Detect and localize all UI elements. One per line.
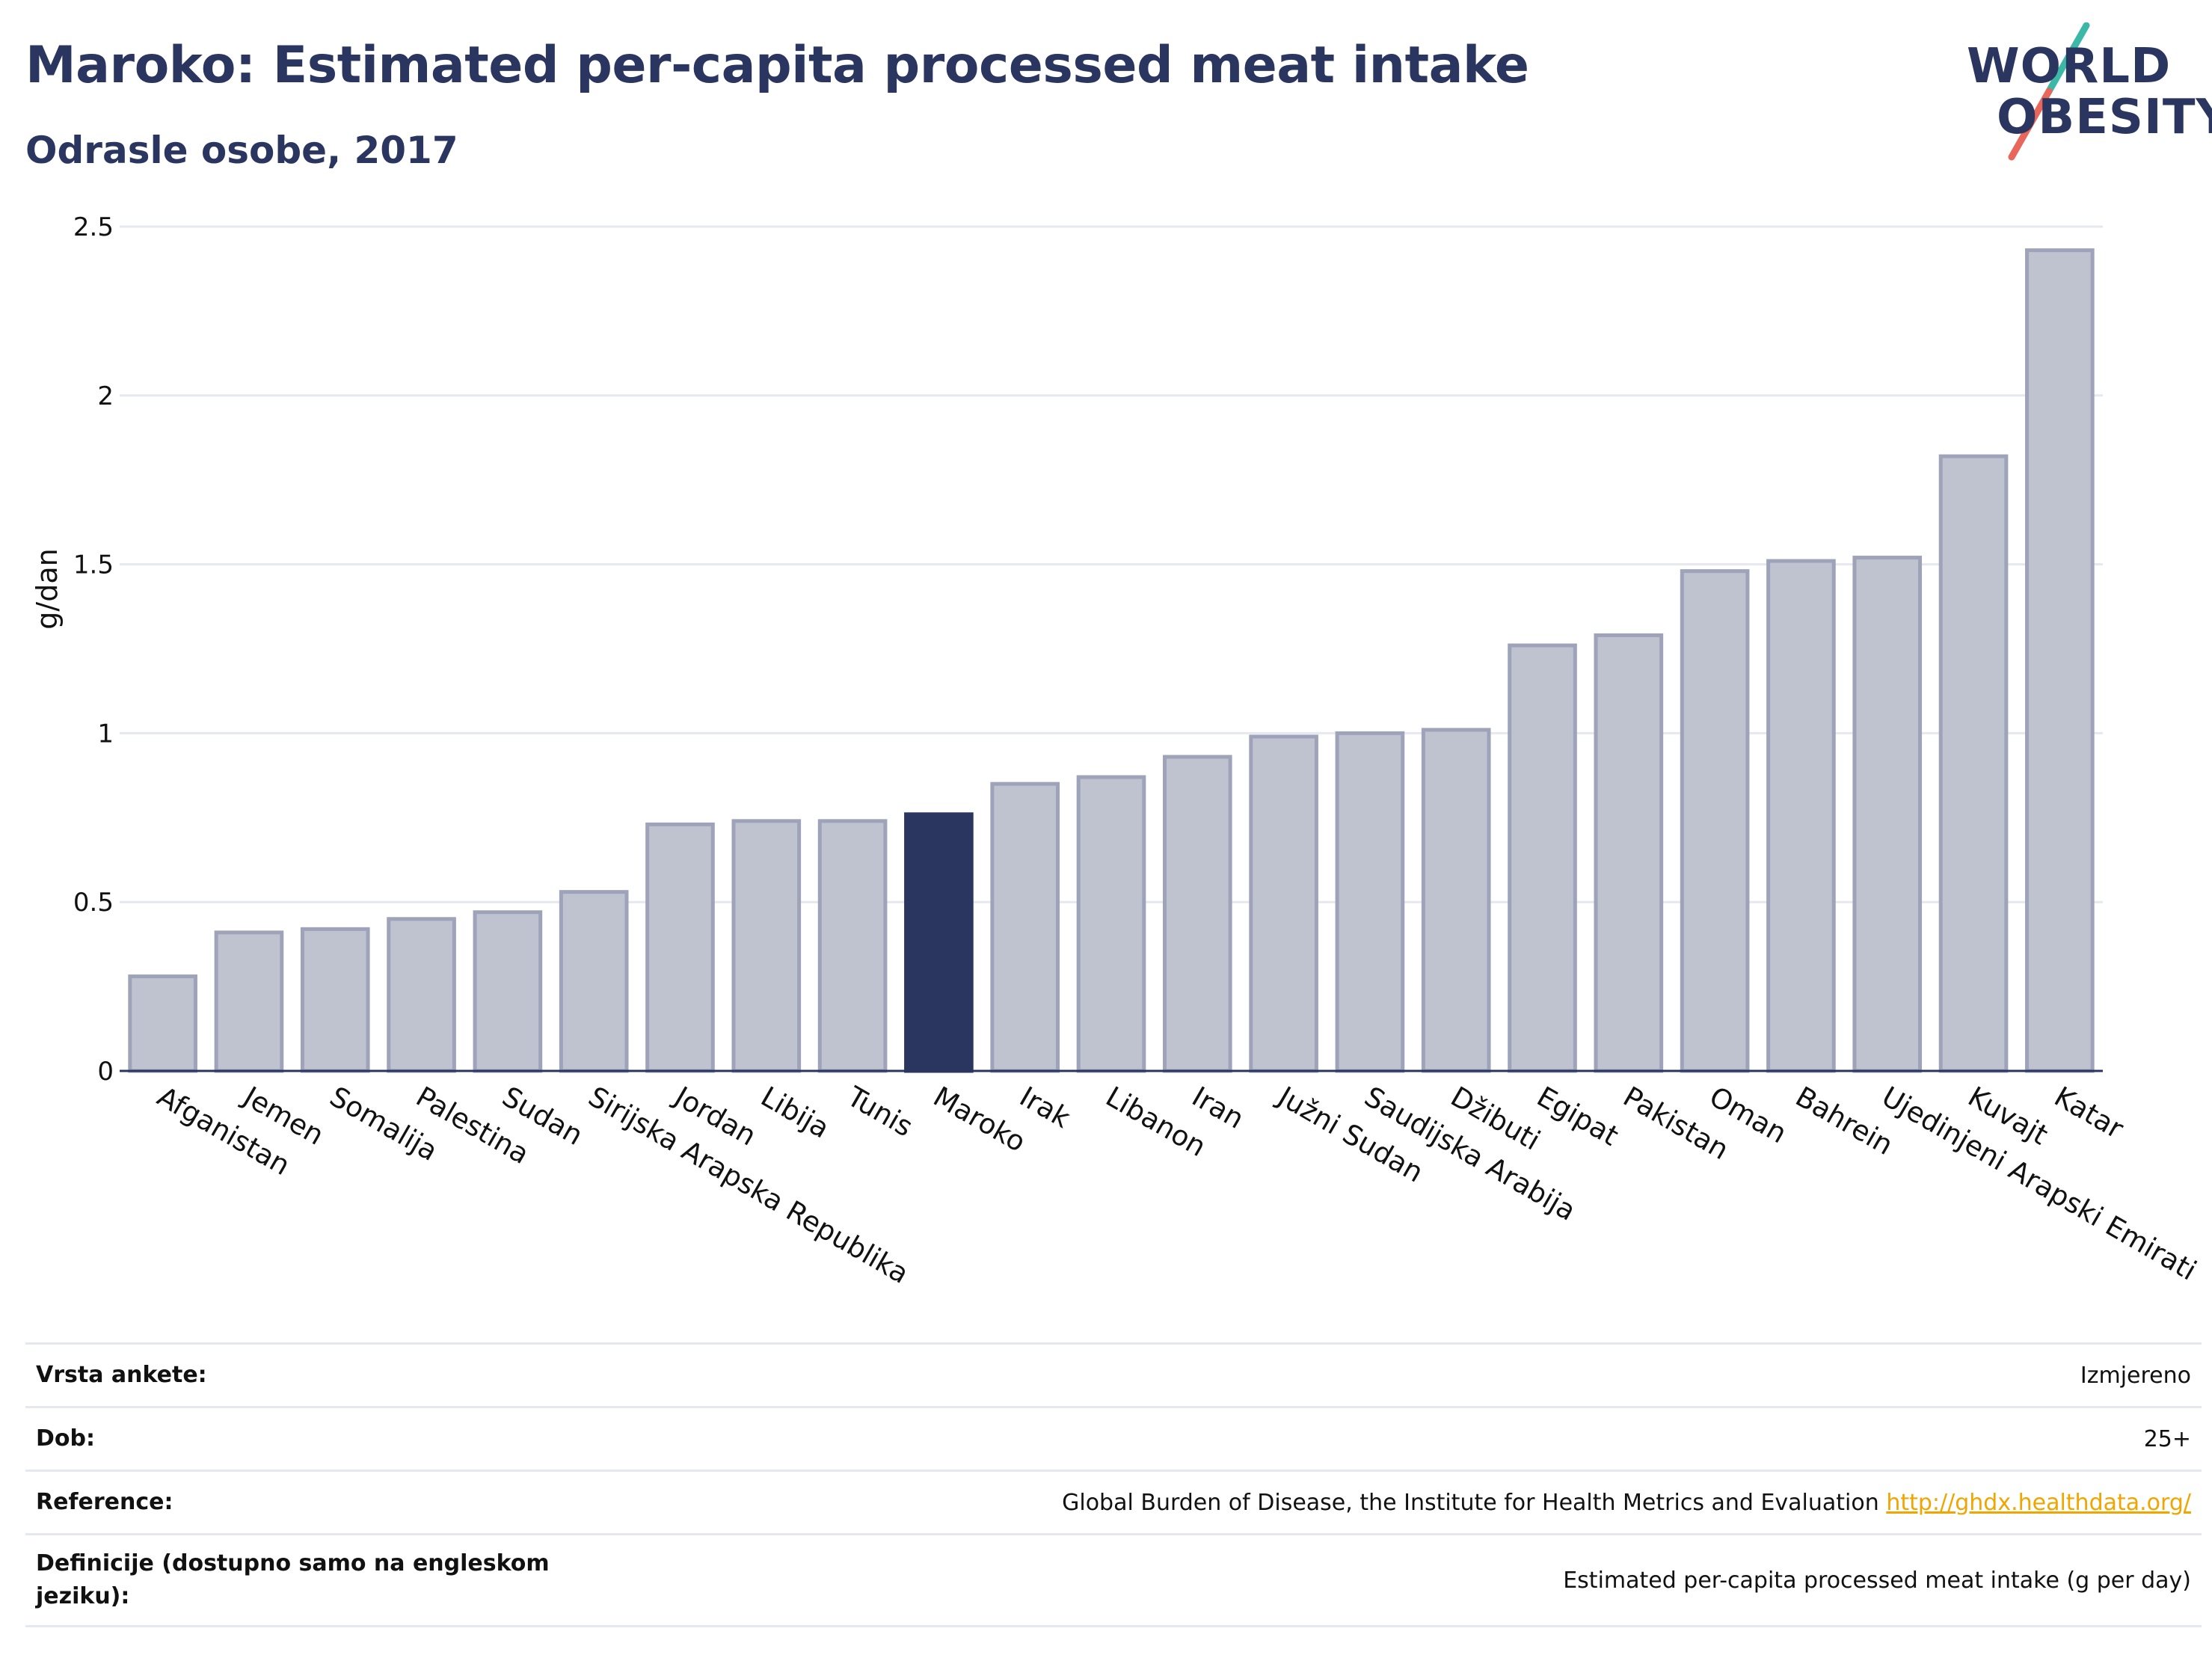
bar[interactable] bbox=[1766, 559, 1836, 1073]
x-tick-label: Egipat bbox=[1531, 1081, 1624, 1152]
bar[interactable] bbox=[1852, 556, 1923, 1073]
info-row-reference: Reference: Global Burden of Disease, the… bbox=[25, 1470, 2202, 1535]
world-obesity-logo[interactable]: WORLD OBESITY bbox=[1959, 22, 2212, 165]
bar[interactable] bbox=[731, 819, 802, 1073]
y-tick-label: 1 bbox=[97, 719, 114, 749]
bar-highlight[interactable] bbox=[904, 812, 974, 1073]
bar-chart: 0 0.5 1 1.5 2 2.5 AfganistanJemenSomalijaPale… bbox=[31, 212, 2202, 1290]
x-tick-label: Libija bbox=[755, 1081, 835, 1145]
bar[interactable] bbox=[128, 974, 197, 1073]
x-tick-label: Katar bbox=[2049, 1081, 2130, 1146]
y-tick-label: 1.5 bbox=[73, 550, 114, 580]
logo-line-1: WORLD bbox=[1967, 39, 2172, 94]
bar[interactable] bbox=[473, 910, 543, 1073]
bar[interactable] bbox=[1076, 775, 1146, 1073]
y-tick-label: 0.5 bbox=[73, 888, 114, 918]
info-value: Izmjereno bbox=[570, 1342, 2202, 1407]
bar[interactable] bbox=[1335, 731, 1405, 1073]
info-label: Reference: bbox=[25, 1470, 570, 1535]
bar[interactable] bbox=[1421, 728, 1491, 1073]
x-tick-label: Bahrein bbox=[1790, 1081, 1899, 1161]
y-axis-title: g/dan bbox=[31, 548, 64, 629]
bar[interactable] bbox=[1508, 643, 1577, 1073]
info-label: Vrsta ankete: bbox=[25, 1342, 570, 1407]
x-tick-label: Maroko bbox=[928, 1081, 1031, 1158]
bar[interactable] bbox=[990, 782, 1060, 1073]
logo-line-2: OBESITY bbox=[1997, 90, 2212, 145]
y-tick-label: 2 bbox=[97, 381, 114, 411]
x-tick-label: Tunis bbox=[841, 1080, 918, 1143]
bar[interactable] bbox=[1249, 734, 1318, 1073]
bar[interactable] bbox=[2025, 248, 2095, 1073]
info-value: 25+ bbox=[570, 1406, 2202, 1471]
info-value: Estimated per-capita processed meat inta… bbox=[570, 1533, 2202, 1627]
bar[interactable] bbox=[387, 917, 456, 1073]
reference-text: Global Burden of Disease, the Institute … bbox=[1062, 1489, 1879, 1516]
info-row-definition: Definicije (dostupno samo na engleskom j… bbox=[25, 1533, 2202, 1627]
info-table: Vrsta ankete: Izmjereno Dob: 25+ Referen… bbox=[25, 1342, 2202, 1627]
chart-subtitle: Odrasle osobe, 2017 bbox=[25, 129, 458, 172]
y-tick-label: 2.5 bbox=[73, 212, 114, 242]
bar[interactable] bbox=[1938, 454, 2009, 1073]
info-row-age: Dob: 25+ bbox=[25, 1406, 2202, 1471]
info-row-survey-type: Vrsta ankete: Izmjereno bbox=[25, 1342, 2202, 1407]
bar[interactable] bbox=[214, 930, 284, 1073]
info-label: Definicije (dostupno samo na engleskom j… bbox=[25, 1533, 570, 1627]
bar[interactable] bbox=[300, 927, 370, 1073]
x-axis-labels: AfganistanJemenSomalijaPalestinaSudanSir… bbox=[152, 1080, 2202, 1290]
logo-slash-icon bbox=[2008, 22, 2090, 161]
bars bbox=[128, 248, 2095, 1073]
chart-title: Maroko: Estimated per-capita processed m… bbox=[25, 36, 1529, 95]
bar[interactable] bbox=[1680, 569, 1750, 1073]
bar[interactable] bbox=[559, 890, 629, 1073]
y-axis-ticks: 0 0.5 1 1.5 2 2.5 bbox=[73, 212, 114, 1087]
y-tick-label: 0 bbox=[97, 1057, 114, 1087]
x-tick-label: Ujedinjeni Arapski Emirati bbox=[1876, 1081, 2202, 1287]
info-value: Global Burden of Disease, the Institute … bbox=[570, 1470, 2202, 1535]
reference-link[interactable]: http://ghdx.healthdata.org/ bbox=[1886, 1489, 2191, 1516]
info-label: Dob: bbox=[25, 1406, 570, 1471]
bar[interactable] bbox=[817, 819, 888, 1073]
bar[interactable] bbox=[645, 822, 715, 1073]
bar[interactable] bbox=[1162, 755, 1232, 1073]
bar[interactable] bbox=[1594, 633, 1664, 1073]
